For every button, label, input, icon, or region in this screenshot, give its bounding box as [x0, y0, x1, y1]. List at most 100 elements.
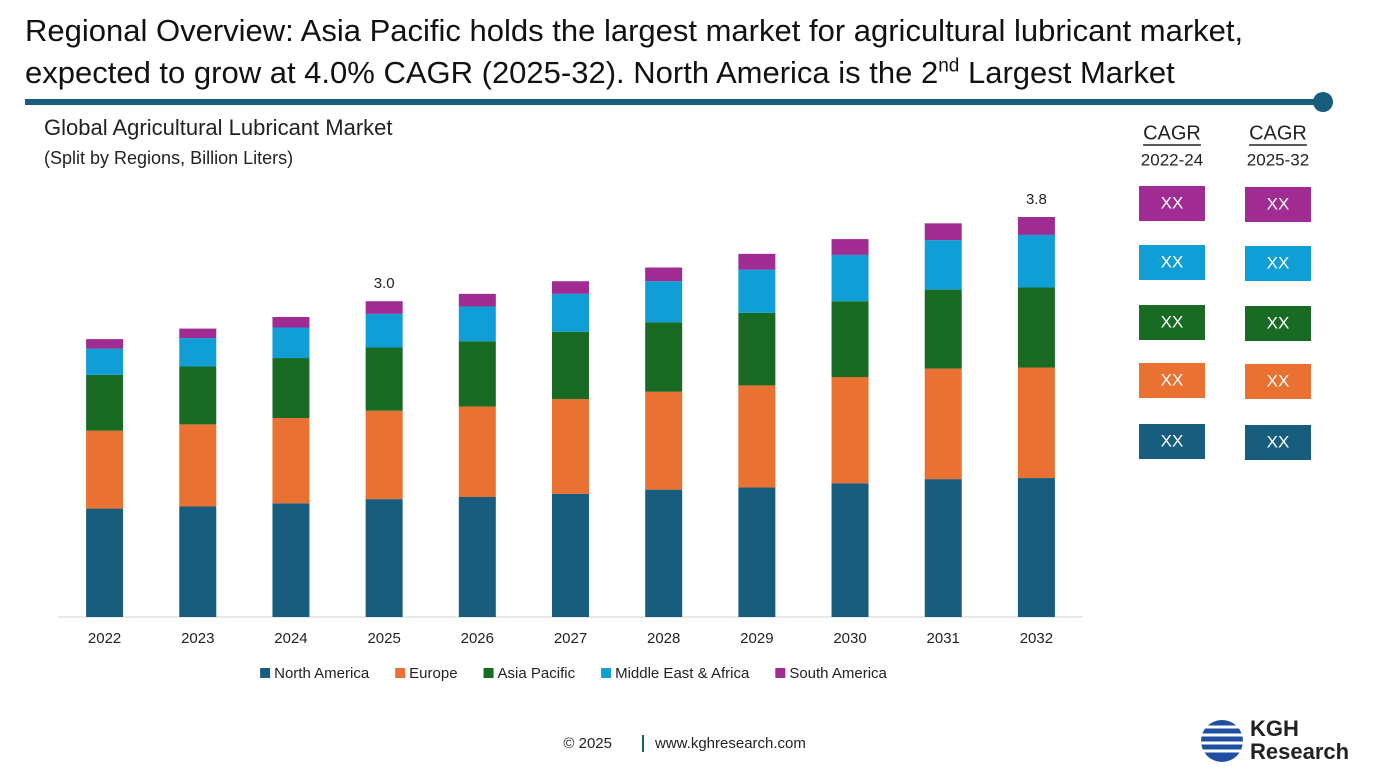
cagr-title: CAGR	[1249, 122, 1307, 144]
bar-segment	[552, 399, 589, 494]
logo-globe	[1199, 720, 1245, 762]
bar-segment	[458, 293, 496, 307]
bar-segment	[1017, 478, 1055, 617]
cagr-box	[1139, 424, 1205, 459]
bar-segment	[924, 289, 962, 369]
cagr-box	[1245, 246, 1311, 281]
legend-label: Middle East & Africa	[615, 665, 750, 682]
x-tick-label: 2026	[461, 630, 494, 647]
copyright: © 2025	[563, 735, 612, 752]
bar-segment	[365, 499, 403, 617]
bar-segment	[179, 328, 217, 339]
legend-label: South America	[789, 665, 887, 682]
bar-segment	[179, 366, 217, 425]
cagr-box	[1245, 364, 1311, 399]
bar-segment	[179, 424, 217, 507]
bar-segment	[458, 306, 496, 342]
bar-segment	[552, 293, 589, 332]
legend-label: North America	[274, 665, 370, 682]
cagr-box	[1245, 306, 1311, 341]
x-tick-label: 2029	[740, 630, 773, 647]
cagr-title: CAGR	[1143, 122, 1201, 144]
bar-segment	[645, 489, 683, 617]
cagr-box	[1245, 425, 1311, 460]
bar-segment	[924, 240, 962, 290]
bar-segment	[458, 341, 496, 407]
bar-segment	[365, 313, 403, 348]
x-tick-label: 2032	[1020, 630, 1053, 647]
bar-segment	[831, 301, 869, 377]
bar-segment	[179, 506, 217, 617]
bar-segment	[272, 503, 310, 617]
x-tick-label: 2025	[367, 630, 400, 647]
title-text: Regional Overview: Asia Pacific holds th…	[25, 13, 1244, 90]
cagr-box	[1139, 363, 1205, 398]
bar-segment	[458, 497, 496, 617]
logo-text: KGH	[1250, 716, 1299, 741]
bar-segment	[365, 410, 403, 500]
bar-segment	[272, 358, 310, 419]
bar-segment	[831, 483, 869, 617]
cagr-value: XX	[1161, 370, 1184, 389]
bar-segment	[458, 406, 496, 497]
cagr-value: XX	[1267, 371, 1290, 390]
legend-swatch	[775, 668, 786, 678]
bar-segment	[86, 348, 124, 375]
bar-segment	[924, 479, 962, 617]
bar-segment	[365, 347, 403, 411]
cagr-period: 2022-24	[1141, 150, 1203, 169]
bar-segment	[1017, 234, 1055, 288]
bar-segment	[179, 338, 217, 367]
bar-segment	[272, 418, 310, 504]
bar-segment	[272, 317, 310, 328]
bar-segment	[924, 223, 962, 241]
bar-segment	[86, 339, 124, 349]
legend-swatch	[483, 668, 494, 678]
legend-swatch	[601, 668, 612, 678]
x-tick-label: 2030	[833, 630, 866, 647]
cagr-value: XX	[1161, 312, 1184, 331]
bar-segment	[738, 487, 776, 617]
bar-segment	[738, 269, 776, 313]
bar-segment	[1017, 287, 1055, 368]
bar-segment	[272, 327, 310, 359]
cagr-value: XX	[1267, 432, 1290, 451]
cagr-period: 2025-32	[1247, 150, 1309, 169]
title-rule-dot	[1313, 92, 1333, 112]
total-label: 3.8	[1026, 191, 1047, 208]
bar-segment	[645, 267, 683, 282]
x-tick-label: 2023	[181, 630, 214, 647]
cagr-box	[1245, 187, 1311, 222]
title-superscript: nd	[938, 55, 960, 77]
chart-subtitle: (Split by Regions, Billion Liters)	[44, 148, 293, 168]
cagr-value: XX	[1161, 193, 1184, 212]
bar-segment	[86, 374, 124, 431]
page-title: Regional Overview: Asia Pacific holds th…	[25, 10, 1370, 94]
legend-label: Europe	[409, 665, 457, 682]
cagr-value: XX	[1161, 431, 1184, 450]
logo-text: Research	[1250, 739, 1349, 764]
x-tick-label: 2022	[88, 630, 121, 647]
bar-segment	[552, 493, 589, 617]
cagr-box	[1139, 245, 1205, 280]
bar-segment	[1017, 367, 1055, 479]
x-tick-label: 2031	[927, 630, 960, 647]
bar-segment	[645, 322, 683, 392]
legend-swatch	[395, 668, 406, 678]
bar-segment	[924, 368, 962, 480]
bar-segment	[645, 391, 683, 490]
bar-segment	[738, 385, 776, 488]
bar-segment	[86, 508, 124, 617]
total-label: 3.0	[374, 275, 395, 292]
bar-segment	[86, 430, 124, 509]
bar-segment	[365, 301, 403, 314]
chart-title: Global Agricultural Lubricant Market	[44, 115, 393, 140]
cagr-value: XX	[1267, 313, 1290, 332]
cagr-box	[1139, 186, 1205, 221]
x-tick-label: 2024	[274, 630, 307, 647]
bar-segment	[738, 312, 776, 386]
bar-segment	[738, 253, 776, 270]
x-tick-label: 2028	[647, 630, 680, 647]
